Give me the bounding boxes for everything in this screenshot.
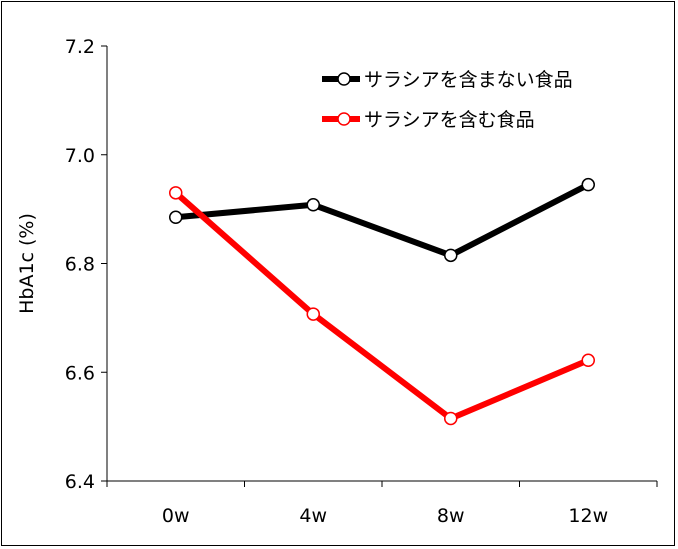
y-tick-label: 6.4 — [65, 471, 95, 493]
legend-item: サラシアを含まない食品 — [322, 69, 573, 91]
data-point — [306, 307, 320, 321]
data-point — [306, 198, 320, 212]
series-2 — [169, 186, 595, 426]
legend-swatch-marker — [337, 112, 351, 126]
y-tick-label: 7.0 — [65, 145, 95, 167]
y-tick-label: 6.8 — [65, 254, 95, 276]
data-point — [169, 186, 183, 200]
data-point — [581, 177, 595, 192]
x-tick-label: 12w — [568, 505, 608, 527]
series-group — [169, 177, 595, 426]
x-tick-label: 8w — [437, 505, 465, 527]
legend-label: サラシアを含む食品 — [364, 109, 535, 131]
series-1 — [169, 177, 595, 263]
y-ticks: 6.4 6.6 6.8 7.0 7.2 — [65, 36, 107, 493]
legend-label: サラシアを含まない食品 — [364, 69, 573, 91]
legend-item: サラシアを含む食品 — [322, 109, 535, 131]
series-line — [175, 181, 590, 259]
data-point — [581, 353, 595, 368]
data-point — [444, 411, 458, 426]
x-tick-label: 4w — [299, 505, 327, 527]
y-tick-label: 6.6 — [65, 362, 95, 384]
data-point — [169, 210, 183, 225]
x-ticks: 0w 4w 8w 12w — [106, 481, 658, 527]
legend-swatch-marker — [337, 72, 351, 86]
y-tick-label: 7.2 — [65, 36, 95, 58]
series-line — [173, 190, 590, 422]
x-tick-label: 0w — [162, 505, 190, 527]
y-axis-title: HbA1c (%) — [16, 213, 38, 314]
data-point — [444, 248, 458, 263]
